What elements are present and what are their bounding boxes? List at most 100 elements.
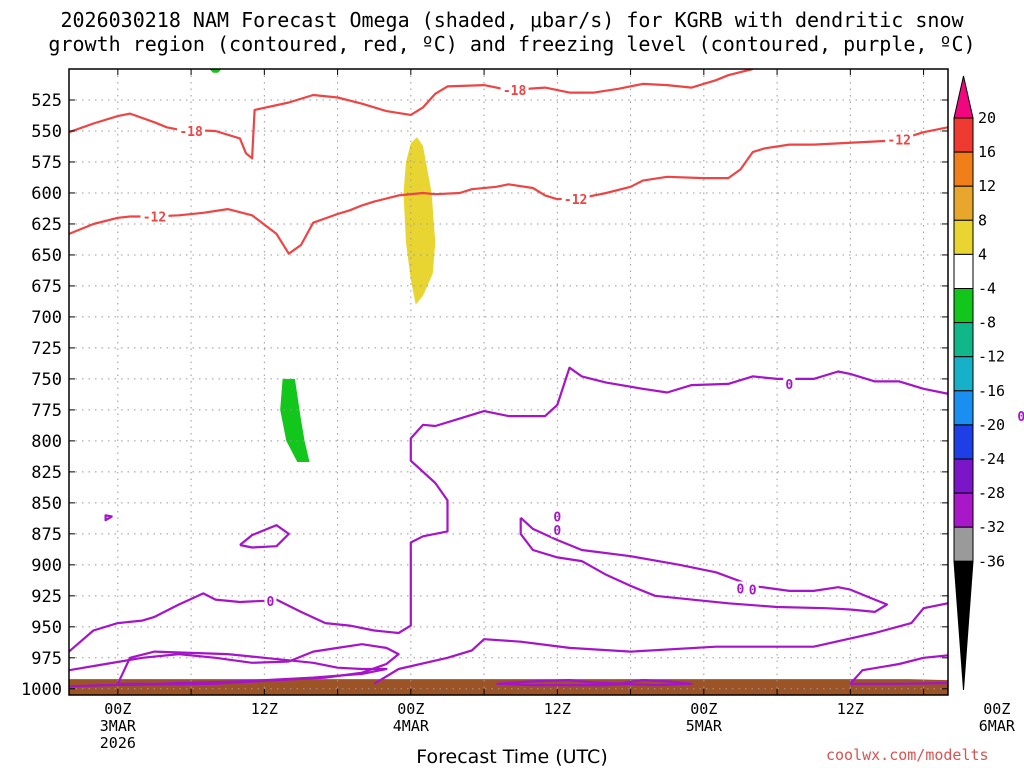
ground-surface bbox=[69, 679, 948, 695]
contour-label-bg bbox=[177, 123, 206, 138]
colorbar-segment bbox=[953, 151, 974, 187]
x-tick-label: 4MAR bbox=[393, 717, 430, 735]
colorbar-label: -32 bbox=[978, 518, 1005, 536]
colorbar-segment bbox=[953, 288, 974, 324]
x-axis-label: Forecast Time (UTC) bbox=[416, 746, 608, 768]
chart-title-line1: 2026030218 NAM Forecast Omega (shaded, μ… bbox=[60, 8, 964, 32]
y-tick-label: 725 bbox=[31, 339, 62, 359]
omega-shade bbox=[403, 137, 436, 305]
y-tick-label: 525 bbox=[31, 91, 62, 111]
y-tick-label: 1000 bbox=[21, 680, 62, 700]
contour-label-bg bbox=[551, 509, 564, 524]
contour-label-bg bbox=[734, 581, 747, 596]
colorbar-segment bbox=[953, 458, 974, 494]
x-tick-label: 00Z bbox=[397, 700, 424, 718]
contour-label: -18 bbox=[503, 84, 527, 99]
colorbar: 20 16 12 8 4 -4 -8 -12 -16 -20 -24 -28 -32 -36 bbox=[953, 75, 1005, 691]
chart-title-line2: growth region (contoured, red, ºC) and f… bbox=[48, 32, 976, 56]
colorbar-bottom-arrow bbox=[953, 560, 974, 691]
colorbar-segment bbox=[953, 492, 974, 528]
contour-label: -12 bbox=[887, 134, 910, 149]
contour-label-bg bbox=[1015, 409, 1024, 424]
colorbar-label: -16 bbox=[978, 382, 1005, 400]
y-tick-label: 825 bbox=[31, 463, 62, 483]
contour-label: -12 bbox=[143, 211, 166, 226]
y-tick-label: 550 bbox=[31, 122, 62, 142]
colorbar-segment bbox=[953, 219, 974, 255]
colorbar-label: -28 bbox=[978, 484, 1005, 502]
y-axis: 525 550 575 600 625 650 675 700 725 750 775 800 825 8… bbox=[21, 91, 948, 700]
y-tick-label: 950 bbox=[31, 618, 62, 638]
y-tick-label: 650 bbox=[31, 246, 62, 266]
y-tick-label: 925 bbox=[31, 587, 62, 607]
credit-link[interactable]: coolwx.com/modelts bbox=[826, 746, 989, 764]
y-tick-label: 875 bbox=[31, 525, 62, 545]
contour-label-bg bbox=[885, 132, 914, 147]
y-tick-label: 600 bbox=[31, 184, 62, 204]
colorbar-label: 8 bbox=[978, 211, 987, 229]
omega-shading-layer bbox=[209, 69, 436, 462]
x-tick-label: 12Z bbox=[544, 700, 571, 718]
contour-label: -12 bbox=[564, 193, 587, 208]
colorbar-segment bbox=[953, 253, 974, 289]
contour-label-layer: -18-18-12-12-1200000000 bbox=[140, 83, 1024, 610]
y-tick-label: 700 bbox=[31, 308, 62, 328]
y-tick-label: 750 bbox=[31, 370, 62, 390]
colorbar-label: -36 bbox=[978, 552, 1005, 570]
contour-label-bg bbox=[783, 376, 796, 391]
colorbar-segment bbox=[953, 390, 974, 426]
colorbar-top-arrow bbox=[953, 75, 974, 119]
colorbar-segment bbox=[953, 526, 974, 562]
freezing-contour bbox=[69, 366, 948, 653]
y-tick-label: 975 bbox=[31, 649, 62, 669]
x-tick-label: 12Z bbox=[251, 700, 278, 718]
contour-label-bg bbox=[500, 83, 529, 98]
contour-label: 0 bbox=[785, 378, 793, 393]
contour-label: 0 bbox=[553, 510, 561, 525]
colorbar-label: 20 bbox=[978, 109, 996, 127]
dgz-contour bbox=[69, 69, 753, 160]
colorbar-label: -24 bbox=[978, 450, 1005, 468]
colorbar-label: -8 bbox=[978, 314, 996, 332]
colorbar-label: 12 bbox=[978, 177, 996, 195]
colorbar-segment bbox=[953, 185, 974, 221]
y-tick-label: 575 bbox=[31, 153, 62, 173]
omega-shade bbox=[280, 378, 310, 462]
colorbar-label: -12 bbox=[978, 348, 1005, 366]
x-tick-label: 00Z bbox=[104, 700, 131, 718]
freezing-contour bbox=[496, 679, 632, 687]
x-tick-label: 6MAR bbox=[979, 717, 1016, 735]
contour-label-bg bbox=[551, 523, 564, 538]
y-tick-label: 675 bbox=[31, 277, 62, 297]
x-tick-label: 12Z bbox=[837, 700, 864, 718]
contour-label-bg bbox=[561, 192, 590, 207]
freezing-contour bbox=[373, 602, 948, 685]
y-tick-label: 775 bbox=[31, 401, 62, 421]
colorbar-segment bbox=[953, 424, 974, 460]
colorbar-label: 16 bbox=[978, 143, 996, 161]
contour-label: 0 bbox=[1017, 410, 1024, 425]
freezing-contour bbox=[239, 524, 290, 549]
colorbar-label: -20 bbox=[978, 416, 1005, 434]
contour-label-bg bbox=[140, 209, 169, 224]
contour-label-bg bbox=[746, 582, 759, 597]
contour-label: 0 bbox=[737, 582, 745, 597]
contour-label: -18 bbox=[179, 125, 203, 140]
plot-frame bbox=[68, 68, 949, 696]
x-tick-label: 5MAR bbox=[686, 717, 723, 735]
colorbar-segment bbox=[953, 322, 974, 358]
freezing-contour bbox=[519, 516, 889, 613]
contour-label: 0 bbox=[267, 595, 275, 610]
y-tick-label: 625 bbox=[31, 215, 62, 235]
omega-shade bbox=[209, 69, 222, 73]
freezing-contour bbox=[116, 650, 388, 685]
contour-label: 0 bbox=[553, 524, 561, 539]
colorbar-label: 4 bbox=[978, 245, 987, 263]
ground-layer bbox=[69, 679, 948, 695]
x-tick-label: 3MAR bbox=[100, 717, 137, 735]
contour-label: 0 bbox=[749, 584, 757, 599]
freezing-contour bbox=[849, 654, 948, 685]
grid-layer bbox=[69, 69, 948, 695]
x-tick-label: 00Z bbox=[983, 700, 1010, 718]
